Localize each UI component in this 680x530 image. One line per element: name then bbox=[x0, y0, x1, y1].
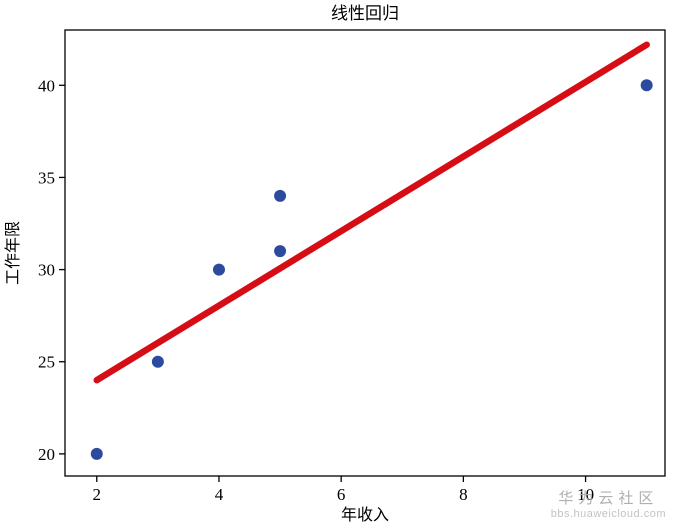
watermark-text: 华为云社区 bbox=[558, 489, 659, 507]
y-tick-label: 20 bbox=[38, 445, 55, 464]
y-tick-label: 35 bbox=[38, 168, 55, 187]
x-tick-label: 8 bbox=[459, 485, 468, 504]
y-tick-label: 30 bbox=[38, 261, 55, 280]
scatter-point bbox=[212, 263, 225, 276]
x-tick-label: 4 bbox=[215, 485, 224, 504]
x-tick-label: 6 bbox=[337, 485, 346, 504]
x-tick-label: 10 bbox=[577, 485, 594, 504]
plot-border bbox=[64, 29, 666, 477]
regression-line bbox=[93, 41, 650, 384]
watermark-url: bbs.huaweicloud.com bbox=[550, 508, 666, 521]
scatter-point bbox=[90, 447, 103, 460]
y-axis-label: 工作年限 bbox=[4, 221, 22, 285]
scatter-point bbox=[151, 355, 164, 368]
scatter-point bbox=[274, 189, 287, 202]
x-tick-label: 2 bbox=[93, 485, 102, 504]
chart-title: 线性回归 bbox=[331, 4, 399, 23]
watermark: 华为云社区 bbs.huaweicloud.com bbox=[551, 490, 666, 523]
scatter-point bbox=[640, 79, 653, 92]
y-tick-label: 40 bbox=[38, 76, 55, 95]
scatter-point bbox=[274, 245, 287, 258]
y-tick-label: 25 bbox=[38, 353, 55, 372]
x-axis-label: 年收入 bbox=[341, 506, 389, 524]
